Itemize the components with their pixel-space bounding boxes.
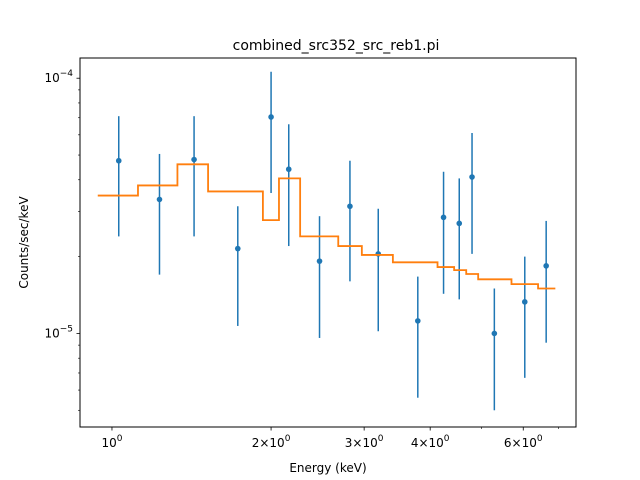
x-axis: 100 2×100 3×100 4×100 6×100 [101,427,559,450]
data-point [347,203,353,210]
plot-area [97,71,556,411]
data-point [456,220,463,227]
data-point [316,258,323,264]
data-point [415,318,421,324]
data-point [521,299,528,305]
model-step-line [97,163,556,290]
data-point [115,157,122,164]
data-point [234,245,241,252]
data-point [543,263,549,269]
axes-frame [79,57,577,428]
chart-title: combined_src352_src_reb1.pi [233,38,440,54]
data-point [191,156,197,163]
data-point [285,166,292,173]
x-tick-label: 4×100 [411,434,450,450]
data-point [491,330,498,337]
x-tick-label: 6×100 [504,434,543,450]
x-axis-title: Energy (keV) [289,461,366,475]
x-tick-label: 100 [101,434,122,450]
data-point [156,196,163,203]
data-point [469,174,475,180]
y-axis: 10−5 10−4 [44,69,80,411]
y-tick-label: 10−5 [44,324,73,340]
x-tick-label: 2×100 [252,434,291,450]
y-axis-title: Counts/sec/keV [17,196,31,289]
data-point [440,214,447,221]
y-tick-label: 10−4 [44,69,73,85]
x-tick-label: 3×100 [345,434,384,450]
data-point [268,114,274,120]
